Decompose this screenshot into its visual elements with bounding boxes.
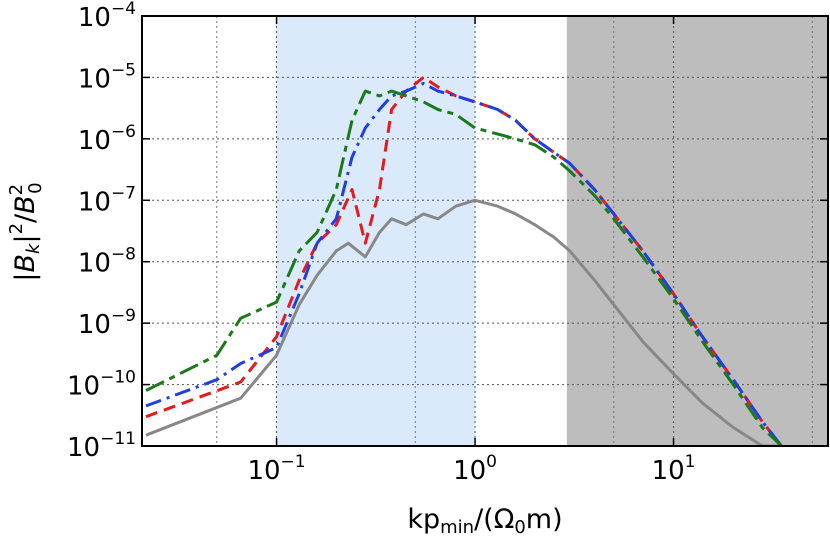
y-label-sub0: 0 <box>25 182 46 193</box>
y-tick-label: 10−4 <box>78 0 136 33</box>
x-tick-exp: 0 <box>486 452 497 472</box>
x-label-main: kp <box>407 504 440 535</box>
y-tick-base: 10 <box>78 126 111 156</box>
x-label-sub: min <box>440 517 474 538</box>
y-label-sup2b: 2 <box>6 184 27 195</box>
series-line-gray <box>145 198 782 446</box>
y-tick-exp: −7 <box>111 183 136 203</box>
series-line-blue <box>145 81 783 446</box>
y-tick-base: 10 <box>78 310 111 340</box>
y-label-b0: B <box>10 195 41 214</box>
x-axis-label: kpmin/(Ω0m) <box>407 504 562 538</box>
data-series <box>145 75 783 446</box>
x-tick-exp: 1 <box>685 452 696 472</box>
y-tick-label: 10−6 <box>78 122 136 156</box>
y-tick-label: 10−5 <box>78 60 136 94</box>
x-tick-base: 10 <box>453 456 486 486</box>
shaded-region-0 <box>276 16 476 446</box>
y-tick-base: 10 <box>67 372 100 402</box>
y-tick-exp: −5 <box>111 60 136 80</box>
x-tick-label: 101 <box>652 452 696 486</box>
shaded-region-1 <box>566 16 828 446</box>
y-label-k: k <box>23 242 44 254</box>
y-label-bar-close: | <box>10 234 41 243</box>
y-label-bar-open: | <box>10 272 41 281</box>
x-tick-label: 100 <box>453 452 497 486</box>
x-tick-base: 10 <box>652 456 685 486</box>
series-line-green <box>145 89 783 446</box>
x-label-tail-sub: 0 <box>514 517 525 538</box>
x-tick-base: 10 <box>247 456 280 486</box>
y-axis-label: |Bk|2/B20 <box>6 182 46 281</box>
y-tick-exp: −8 <box>111 245 136 265</box>
x-label-tail-open: /(Ω <box>474 504 514 535</box>
y-tick-base: 10 <box>78 187 111 217</box>
y-label-sup2a: 2 <box>6 223 27 234</box>
axis-ticks: 10−1 100 10110−1110−1010−910−810−710−610−5… <box>67 0 828 486</box>
x-tick-label: 10−1 <box>247 452 305 486</box>
y-tick-label: 10−11 <box>67 429 136 463</box>
y-tick-exp: −4 <box>111 0 136 19</box>
y-label-slash: / <box>10 213 41 223</box>
x-tick-exp: −1 <box>281 452 306 472</box>
y-tick-base: 10 <box>78 3 111 33</box>
y-tick-exp: −10 <box>100 368 136 388</box>
shaded-regions <box>276 16 828 446</box>
y-tick-label: 10−7 <box>78 183 136 217</box>
grid-lines <box>142 15 828 447</box>
y-label-b: B <box>10 254 41 273</box>
plot-frame <box>141 15 829 447</box>
y-tick-base: 10 <box>78 64 111 94</box>
y-tick-exp: −11 <box>100 429 136 449</box>
y-tick-label: 10−10 <box>67 368 136 402</box>
y-tick-exp: −6 <box>111 122 136 142</box>
y-tick-label: 10−9 <box>78 306 136 340</box>
y-tick-base: 10 <box>67 433 100 463</box>
y-tick-label: 10−8 <box>78 245 136 279</box>
y-tick-base: 10 <box>78 249 111 279</box>
y-tick-exp: −9 <box>111 306 136 326</box>
x-label-tail-close: m) <box>526 504 563 535</box>
